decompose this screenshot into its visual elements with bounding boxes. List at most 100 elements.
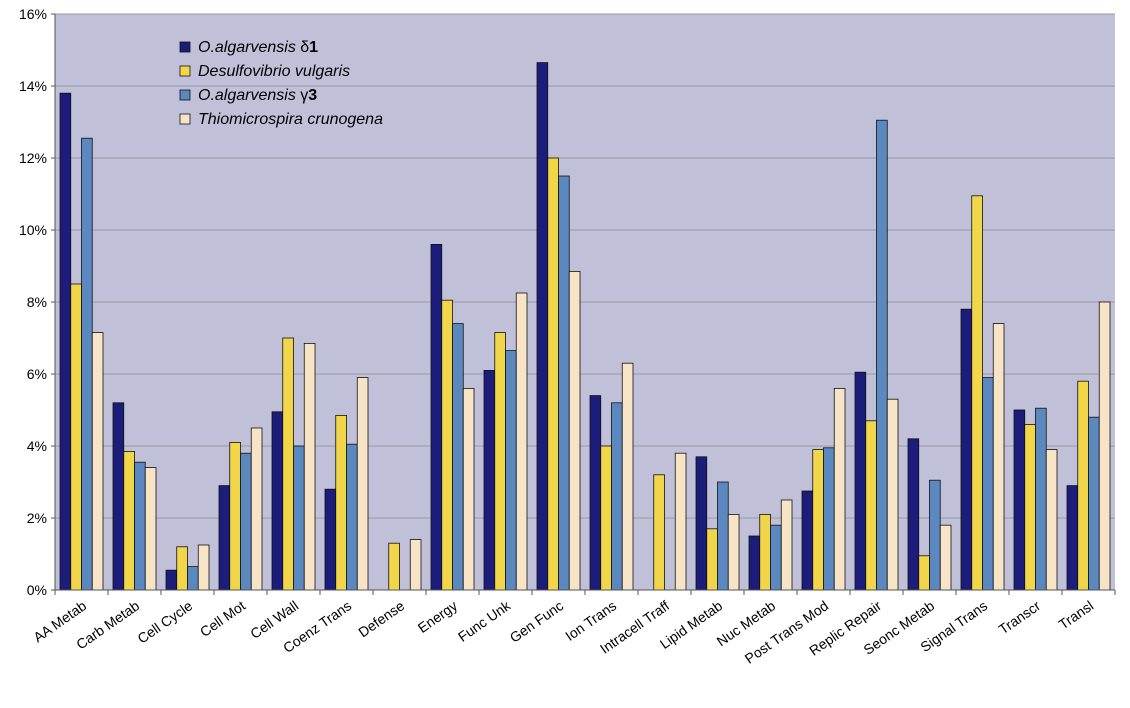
legend-swatch [179, 41, 191, 53]
bar [134, 461, 146, 591]
bar [1013, 409, 1026, 591]
bar [823, 447, 835, 591]
bar [833, 387, 846, 591]
bar [876, 119, 888, 591]
x-tick-label: Cell Mot [197, 597, 248, 640]
bar [727, 514, 740, 591]
x-tick-label: Transcr [996, 597, 1044, 637]
y-tick-label: 14% [19, 78, 47, 94]
y-tick-label: 10% [19, 222, 47, 238]
y-tick-label: 2% [27, 510, 47, 526]
bar [1088, 416, 1100, 591]
y-tick-label: 4% [27, 438, 47, 454]
bar [939, 524, 952, 591]
bar [165, 569, 178, 591]
bar [91, 332, 104, 591]
y-tick-labels: 0% 2% 4% 6% 8% 10% 12% 14% 16% [19, 6, 47, 598]
bar [1035, 407, 1047, 591]
bar [441, 299, 453, 591]
bar [409, 539, 422, 591]
bar [982, 377, 994, 591]
legend-swatch [179, 113, 191, 125]
bar [558, 175, 570, 591]
x-tick-label: Energy [415, 597, 461, 636]
bar [960, 308, 973, 591]
bar [801, 490, 814, 591]
bar [293, 445, 305, 591]
bar [494, 332, 506, 591]
bar [780, 499, 793, 591]
bar [218, 485, 231, 591]
bar [282, 337, 294, 591]
y-tick-label: 16% [19, 6, 47, 22]
x-tick-label: Cell Cycle [134, 597, 195, 646]
bar [653, 474, 665, 591]
legend: O.algarvensis δ1 Desulfovibrio vulgaris O.… [179, 39, 383, 128]
legend-swatch [179, 89, 191, 101]
bars-group [59, 62, 1111, 591]
bar [812, 449, 824, 591]
bar [229, 441, 241, 591]
bar [1066, 485, 1079, 591]
bar [515, 292, 528, 591]
bar [547, 157, 559, 591]
bar [462, 387, 475, 591]
x-tick-label: Gen Func [507, 597, 567, 645]
y-tick-label: 8% [27, 294, 47, 310]
bar [388, 542, 400, 591]
bar [929, 479, 941, 591]
bar [854, 371, 867, 591]
bar [621, 362, 634, 591]
bar [452, 323, 464, 591]
bar [568, 270, 581, 591]
bar [59, 92, 72, 591]
bar [271, 411, 284, 591]
bar [770, 524, 782, 591]
bar [695, 456, 708, 591]
bar [70, 283, 82, 591]
bar [536, 62, 549, 591]
legend-label: Desulfovibrio vulgaris [198, 63, 350, 80]
bar [240, 452, 252, 591]
bar [123, 450, 135, 591]
legend-label: O.algarvensis γ3 [198, 87, 317, 104]
bar [759, 514, 771, 591]
bar [324, 488, 337, 591]
bar [717, 481, 729, 591]
y-tick-label: 12% [19, 150, 47, 166]
x-tick-label: Defense [355, 597, 407, 640]
bar [187, 566, 199, 591]
bar [197, 544, 210, 591]
legend-label: Thiomicrospira crunogena [198, 111, 383, 128]
bar [674, 452, 687, 591]
bar [346, 443, 358, 591]
bar [430, 243, 443, 591]
bar [600, 445, 612, 591]
bar [918, 555, 930, 591]
bar [971, 195, 983, 591]
bar [112, 402, 125, 591]
bar [865, 420, 877, 591]
y-tick-label: 6% [27, 366, 47, 382]
bar [303, 342, 316, 591]
x-tick-label: Func Unk [455, 597, 514, 645]
legend-swatch [179, 65, 191, 77]
x-tick-label: Transl [1056, 597, 1097, 632]
bar [706, 528, 718, 591]
bar [505, 350, 517, 591]
bar [589, 395, 602, 591]
bar [250, 427, 263, 591]
bar [176, 546, 188, 591]
bar [886, 398, 899, 591]
y-tick-label: 0% [27, 582, 47, 598]
bar [1024, 423, 1036, 591]
bar [81, 137, 93, 591]
bar [992, 323, 1005, 591]
bar [907, 438, 920, 591]
bar [611, 402, 623, 591]
bar [1045, 449, 1058, 591]
bar [335, 414, 347, 591]
legend-label: O.algarvensis δ1 [198, 39, 318, 56]
